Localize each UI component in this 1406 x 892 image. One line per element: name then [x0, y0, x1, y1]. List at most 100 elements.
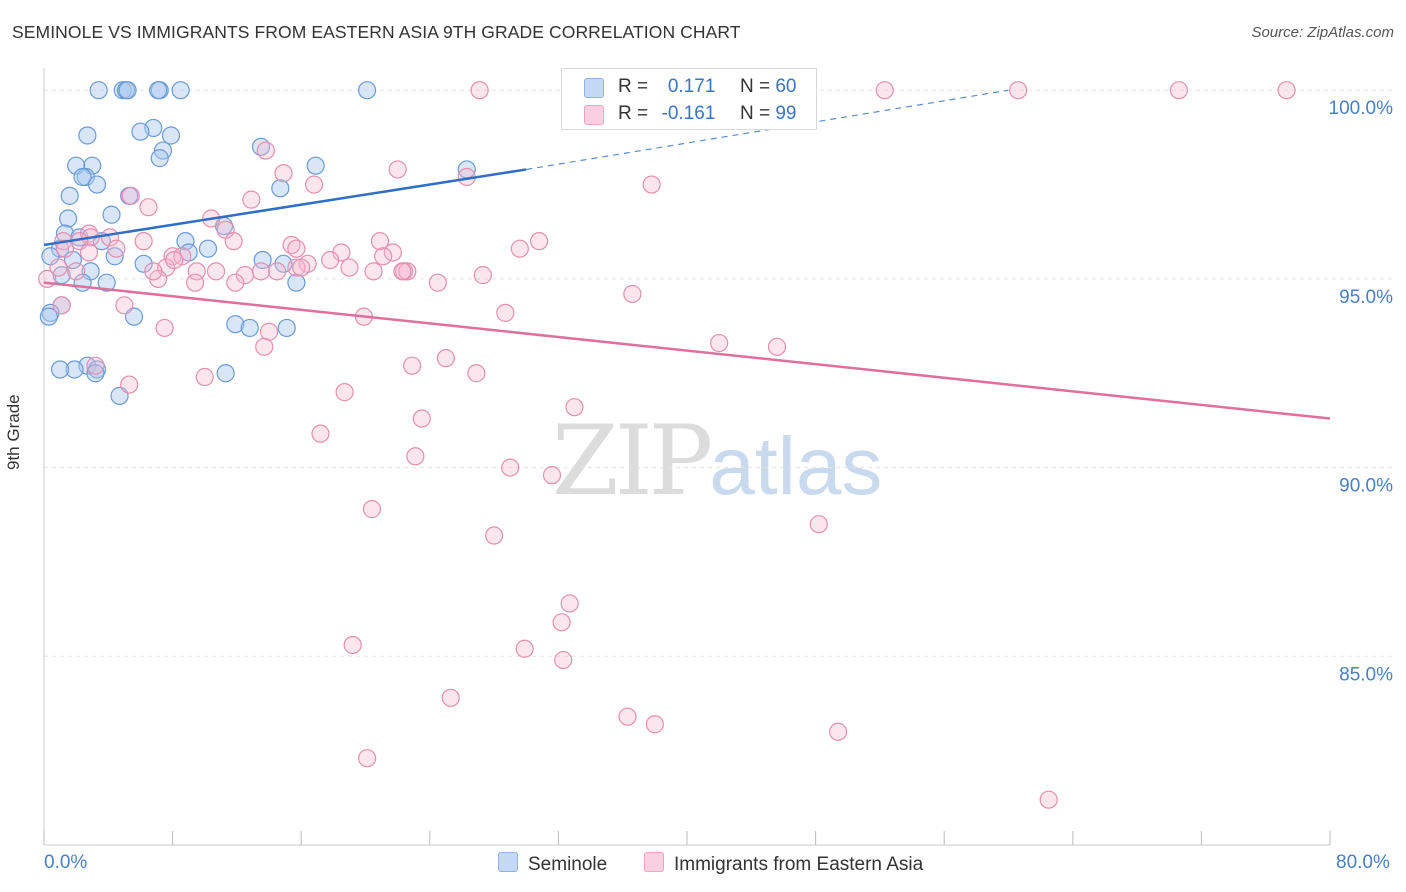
legend-r-value: 0.171 — [667, 76, 716, 97]
source-credit: Source: ZipAtlas.com — [1251, 24, 1394, 41]
eastern-asia-point — [510, 239, 529, 258]
eastern-asia-point — [340, 258, 359, 277]
seminole-point — [97, 273, 116, 292]
eastern-asia-point — [235, 266, 255, 285]
seminole-point — [240, 318, 259, 338]
y-tick-label: 90.0% — [1339, 476, 1393, 497]
eastern-asia-point — [321, 250, 340, 270]
legend-n-label: N = — [739, 103, 771, 124]
eastern-asia-point — [710, 333, 729, 353]
seminole-point — [86, 364, 105, 383]
eastern-asia-point — [436, 349, 455, 368]
eastern-asia-point — [1039, 790, 1058, 809]
seminole-point — [134, 254, 153, 273]
eastern-asia-point — [343, 635, 362, 655]
seminole-point — [105, 247, 124, 266]
seminole-point — [198, 239, 218, 258]
eastern-asia-point — [370, 232, 390, 251]
series-legend: Seminole Immigrants from Eastern Asia — [0, 850, 1406, 880]
eastern-asia-point — [560, 594, 579, 613]
seminole-point — [50, 360, 70, 379]
seminole-point — [226, 315, 245, 334]
eastern-asia-point — [187, 262, 206, 281]
seminole-point — [78, 126, 97, 145]
eastern-asia-point — [79, 243, 99, 262]
eastern-asia-point — [206, 262, 226, 281]
seminole-point — [65, 360, 84, 379]
eastern-asia-point — [224, 232, 243, 251]
eastern-asia-point — [195, 367, 214, 387]
eastern-asia-point — [287, 239, 306, 258]
seminole-point — [39, 307, 58, 326]
eastern-asia-point — [139, 198, 158, 217]
legend-n-value: 99 — [775, 103, 797, 124]
eastern-asia-point — [501, 458, 520, 477]
seminole-point — [253, 250, 272, 270]
y-tick-label: 85.0% — [1339, 664, 1393, 685]
legend-item-seminole: Seminole — [498, 852, 607, 876]
seminole-point — [149, 81, 168, 100]
legend-item-eastern-asia: Immigrants from Eastern Asia — [644, 852, 923, 876]
eastern-asia-point — [1277, 81, 1296, 100]
seminole-point — [59, 209, 78, 228]
eastern-asia-point — [335, 383, 354, 402]
eastern-asia-point — [485, 526, 504, 545]
seminole-point — [271, 179, 290, 198]
eastern-asia-point — [496, 303, 515, 322]
eastern-asia-points — [38, 81, 1296, 809]
eastern-asia-point — [256, 141, 275, 160]
legend-n-label: N = — [739, 76, 771, 97]
y-tick-labels: 85.0% 90.0% 95.0% 100.0% — [1329, 98, 1394, 685]
eastern-asia-point — [304, 175, 324, 194]
seminole-point — [102, 205, 121, 224]
eastern-asia-point — [186, 273, 205, 292]
eastern-asia-point — [86, 356, 105, 375]
eastern-asia-point — [565, 398, 584, 417]
y-tick-label: 100.0% — [1329, 98, 1394, 119]
trend-lines — [43, 89, 1331, 420]
watermark-atlas: atlas — [709, 421, 883, 512]
seminole-point — [60, 186, 79, 205]
eastern-asia-point — [428, 273, 447, 292]
eastern-asia-point — [393, 262, 412, 281]
eastern-asia-point — [311, 424, 330, 443]
eastern-asia-point — [645, 715, 664, 734]
seminole-swatch — [498, 852, 518, 872]
eastern-asia-point — [398, 262, 417, 281]
legend-label-seminole: Seminole — [528, 854, 608, 875]
legend-r-label: R = — [618, 103, 649, 124]
eastern-asia-point — [1009, 81, 1028, 100]
eastern-asia-point — [470, 81, 489, 100]
eastern-asia-point — [515, 639, 534, 658]
chart-title: SEMINOLE VS IMMIGRANTS FROM EASTERN ASIA… — [12, 22, 741, 42]
eastern-asia-point — [358, 749, 377, 768]
seminole-point — [176, 232, 195, 251]
eastern-asia-point — [292, 258, 311, 277]
eastern-asia-point — [374, 247, 393, 266]
eastern-asia-point — [412, 409, 431, 428]
axes — [43, 68, 1331, 846]
y-tick-label: 95.0% — [1339, 287, 1393, 308]
eastern-asia-point — [144, 262, 163, 281]
legend-label-eastern-asia: Immigrants from Eastern Asia — [674, 854, 924, 875]
eastern-asia-point — [259, 322, 279, 341]
eastern-asia-point — [406, 447, 425, 466]
seminole-point — [287, 273, 306, 292]
seminole-point — [171, 81, 190, 100]
seminole-swatch — [584, 78, 604, 98]
eastern-asia-point — [115, 296, 134, 315]
eastern-asia-point — [467, 364, 486, 383]
eastern-asia-point — [242, 190, 261, 209]
eastern-asia-point — [552, 613, 571, 632]
legend-n-value: 60 — [775, 76, 797, 97]
eastern-asia-point — [52, 296, 71, 315]
watermark: ZIPatlas — [552, 405, 882, 517]
seminole-point — [150, 149, 169, 168]
legend-text-eastern-asia: R = -0.161 N = 99 — [618, 103, 796, 125]
eastern-asia-point — [530, 232, 549, 251]
eastern-asia-point — [226, 273, 245, 292]
seminole-trend-line — [43, 168, 527, 247]
eastern-asia-point — [251, 262, 271, 281]
eastern-asia-swatch — [584, 105, 604, 125]
